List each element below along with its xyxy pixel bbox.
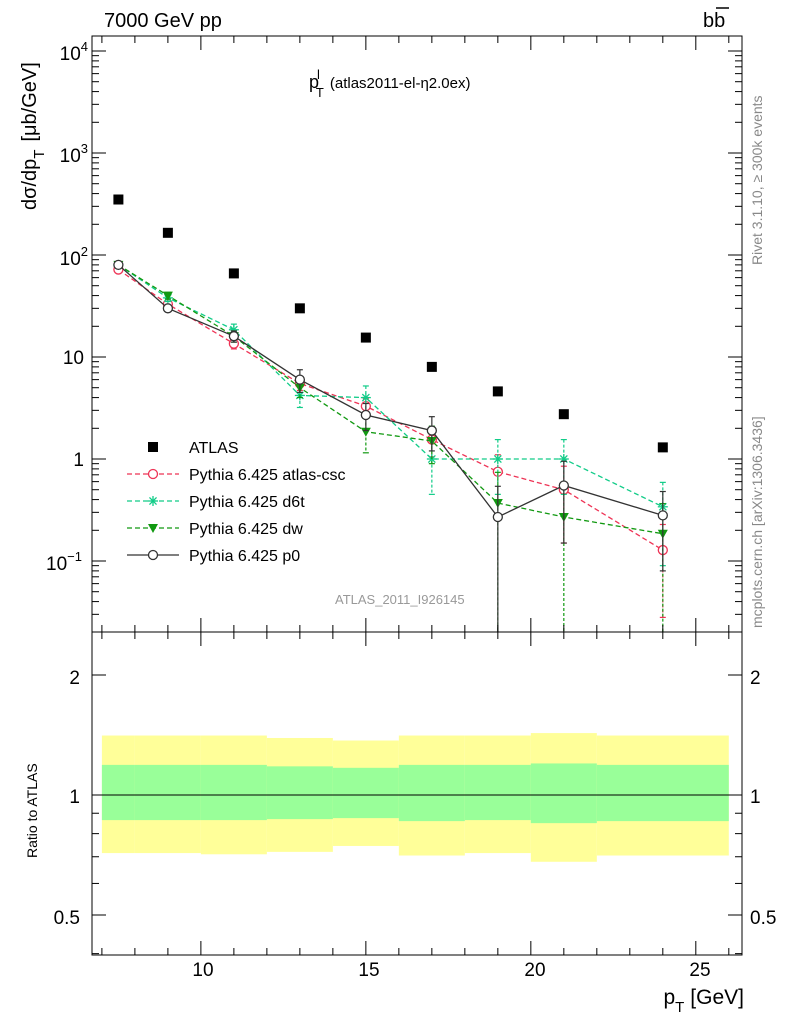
- analysis-watermark: ATLAS_2011_I926145: [335, 592, 465, 607]
- xtick-label-10: 10: [192, 960, 213, 981]
- svg-text:bb: bb: [703, 10, 725, 32]
- legend-label-p0: Pythia 6.425 p0: [189, 548, 300, 565]
- point-data: [426, 361, 437, 372]
- main-data-layer: [113, 194, 668, 632]
- ratio-inner-band: [134, 764, 201, 821]
- point-d6t: [360, 392, 371, 403]
- point-data: [228, 268, 239, 279]
- ratio-inner-band: [398, 764, 465, 822]
- ratio-plot-panel: Ratio to ATLAS 2 1 0.5 2 1 0.5 10 15 20 …: [24, 631, 776, 1016]
- rivet-version-label: Rivet 3.1.10, ≥ 300k events: [749, 95, 765, 265]
- main-plot-frame: [91, 35, 743, 633]
- point-p0: [113, 259, 124, 271]
- point-p0: [426, 425, 437, 436]
- svg-text:dσ/dpT[μb/GeV]: dσ/dpT[μb/GeV]: [19, 62, 48, 210]
- ytick-label-10: 10: [63, 348, 84, 369]
- legend-marker-dw: [148, 524, 158, 533]
- point-p0: [492, 511, 503, 523]
- legend-marker-atlas_csc: [147, 468, 159, 480]
- y-axis-label: dσ/dpT[μb/GeV]: [19, 62, 48, 210]
- legend-label-d6t: Pythia 6.425 d6t: [189, 494, 305, 511]
- point-data: [657, 442, 668, 453]
- point-dw: [162, 291, 173, 301]
- point-data: [294, 303, 305, 314]
- point-p0: [228, 331, 240, 342]
- ratio-plot-frame: [91, 631, 743, 956]
- ratio-ytick-label-1-left: 1: [69, 787, 80, 808]
- ratio-ylabel: Ratio to ATLAS: [24, 763, 40, 858]
- ratio-ytick-label-05-right: 0.5: [750, 908, 776, 929]
- point-d6t: [492, 454, 503, 464]
- point-d6t-stroke: [361, 393, 370, 402]
- point-data: [360, 332, 371, 343]
- mcplots-label: mcplots.cern.ch [arXiv:1306.3436]: [749, 416, 765, 628]
- point-p0: [162, 303, 174, 314]
- x-axis-label: pT [GeV]: [663, 986, 744, 1016]
- point-data: [558, 409, 569, 420]
- point-d6t-stroke: [493, 455, 502, 463]
- point-data: [162, 227, 173, 238]
- legend-label-dw: Pythia 6.425 dw: [189, 521, 303, 538]
- ytick-label-1e-1: 10−1: [46, 549, 82, 575]
- xtick-label-20: 20: [524, 960, 545, 981]
- ratio-ytick-label-2-left: 2: [69, 668, 80, 689]
- legend-marker-d6t-stroke: [149, 497, 157, 505]
- xtick-label-15: 15: [358, 960, 379, 981]
- point-p0: [294, 374, 306, 385]
- header-process-label: bb: [703, 7, 729, 32]
- ratio-inner-band: [464, 764, 531, 821]
- ratio-ytick-label-05-left: 0.5: [54, 908, 80, 929]
- ratio-x-ticks: [101, 632, 730, 955]
- legend: ATLAS Pythia 6.425 atlas-csc Pythia 6.425 …: [127, 440, 346, 565]
- point-data: [113, 194, 124, 205]
- ytick-label-1e3: 103: [60, 141, 88, 167]
- ratio-inner-band: [200, 764, 267, 821]
- ytick-label-1e4: 104: [60, 39, 88, 65]
- point-p0: [558, 480, 569, 491]
- point-p0: [657, 510, 668, 521]
- legend-label-data: ATLAS: [189, 440, 239, 457]
- ratio-inner-band: [596, 764, 729, 822]
- ratio-ytick-label-2-right: 2: [750, 668, 761, 689]
- legend-label-atlas_csc: Pythia 6.425 atlas-csc: [189, 467, 346, 484]
- process-b: b: [703, 10, 714, 32]
- header-collision-label: 7000 GeV pp: [104, 10, 222, 32]
- process-bbar: b: [714, 10, 725, 32]
- ratio-ytick-label-1-right: 1: [750, 787, 761, 808]
- ratio-inner-band: [332, 767, 399, 819]
- ytick-label-1e2: 102: [60, 244, 88, 270]
- ratio-inner-band: [266, 766, 333, 820]
- point-p0: [360, 409, 372, 421]
- ratio-inner-band: [530, 763, 597, 824]
- main-plot-area: [113, 194, 668, 632]
- plot-title: pl T(atlas2011-el-η2.0ex): [309, 67, 471, 100]
- legend-marker-p0: [147, 549, 159, 561]
- point-data: [492, 386, 503, 397]
- legend-marker-d6t: [148, 496, 158, 506]
- xtick-label-25: 25: [689, 960, 710, 981]
- main-y-ticks: [92, 50, 742, 615]
- ytick-label-1: 1: [73, 450, 84, 471]
- ratio-inner-band: [101, 764, 135, 821]
- main-plot-panel: pl T(atlas2011-el-η2.0ex) dσ/dpT[μb/GeV] …: [19, 35, 743, 633]
- ratio-y-ticks: [92, 674, 742, 955]
- legend-marker-data: [148, 442, 158, 452]
- main-x-ticks: [101, 36, 730, 632]
- ratio-bands: [101, 733, 729, 862]
- main-y-tick-labels: 104 103 102 10 1 10−1: [46, 39, 88, 575]
